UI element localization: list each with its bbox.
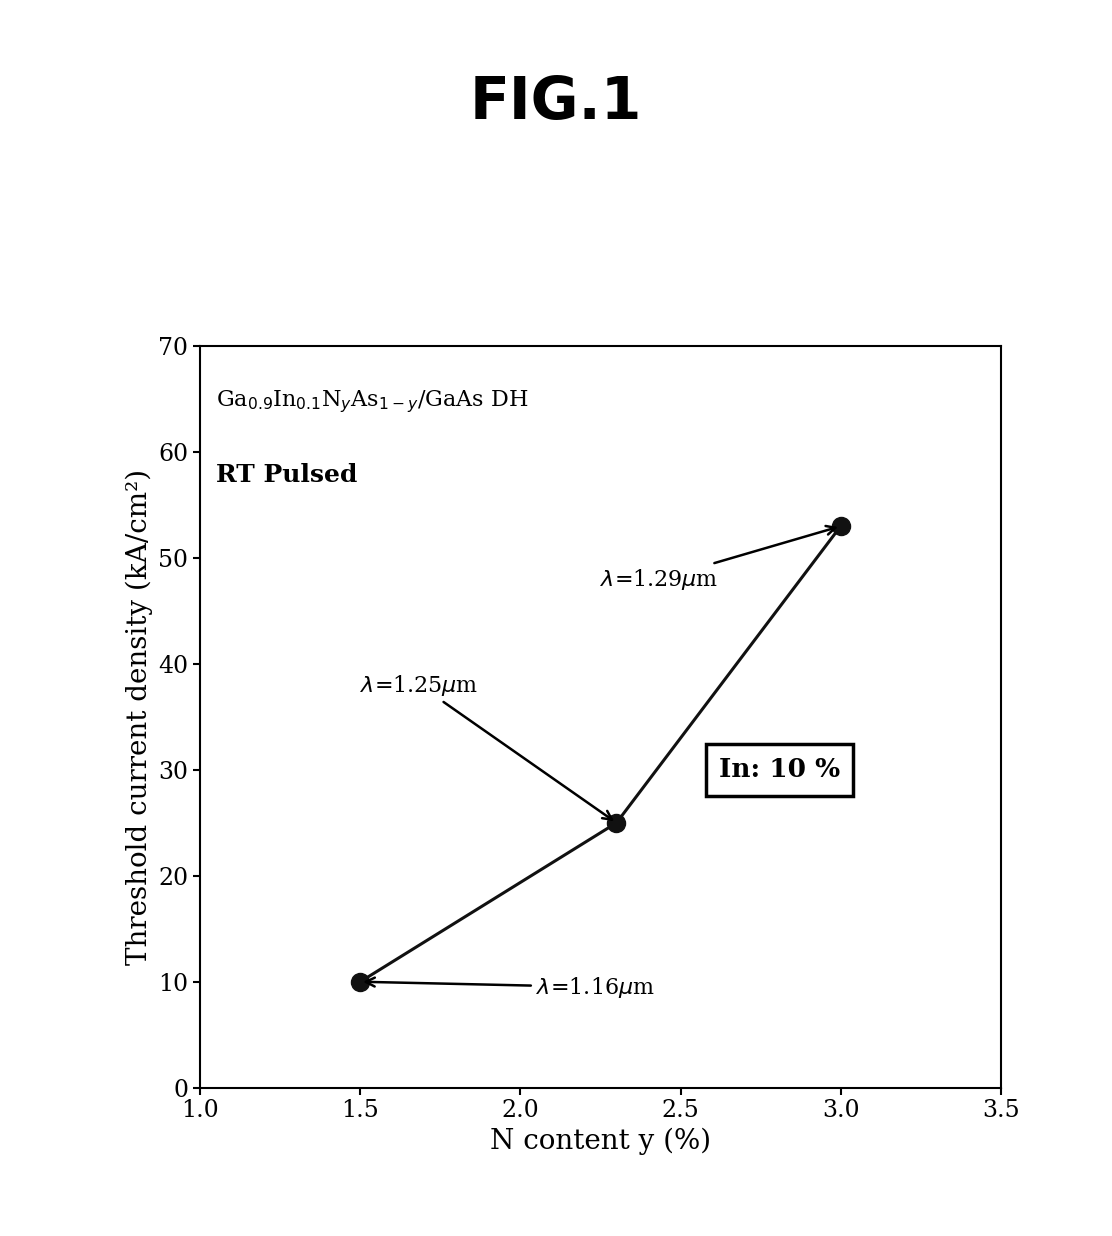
Text: Ga$_{0.9}$In$_{0.1}$N$_{y}$As$_{1-y}$/GaAs DH: Ga$_{0.9}$In$_{0.1}$N$_{y}$As$_{1-y}$/Ga… (216, 388, 528, 415)
Text: FIG.1: FIG.1 (469, 74, 643, 131)
Point (832, 517, 850, 536)
Point (607, 813, 625, 833)
Point (351, 971, 369, 991)
Text: In: 10 %: In: 10 % (719, 758, 840, 782)
Y-axis label: Threshold current density (kA/cm²): Threshold current density (kA/cm²) (126, 468, 152, 965)
Text: $\lambda$=1.16$\mu$m: $\lambda$=1.16$\mu$m (366, 974, 655, 1000)
X-axis label: N content y (%): N content y (%) (490, 1128, 711, 1156)
Text: $\lambda$=1.25$\mu$m: $\lambda$=1.25$\mu$m (360, 672, 612, 819)
Text: RT Pulsed: RT Pulsed (216, 462, 358, 487)
Text: $\lambda$=1.29$\mu$m: $\lambda$=1.29$\mu$m (600, 527, 835, 592)
